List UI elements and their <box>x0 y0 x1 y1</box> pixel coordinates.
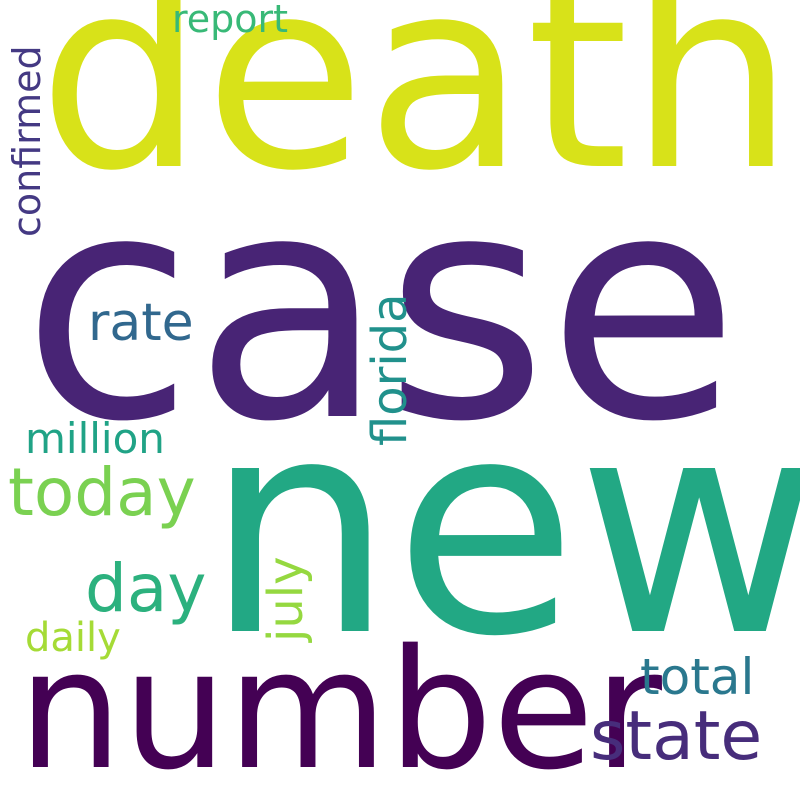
word-case: case <box>22 126 740 490</box>
word-confirmed: confirmed <box>5 45 49 237</box>
word-total: total <box>640 648 755 706</box>
word-million: million <box>25 414 165 463</box>
word-rate: rate <box>88 293 194 353</box>
word-report: report <box>172 0 289 41</box>
word-death: death <box>38 0 795 228</box>
word-new: new <box>205 355 800 702</box>
word-day: day <box>85 550 207 627</box>
word-daily: daily <box>25 615 121 661</box>
word-number: number <box>18 614 662 800</box>
word-july: july <box>258 556 314 643</box>
word-today: today <box>8 454 196 531</box>
word-florida: florida <box>362 293 418 446</box>
word-state: state <box>590 697 763 776</box>
